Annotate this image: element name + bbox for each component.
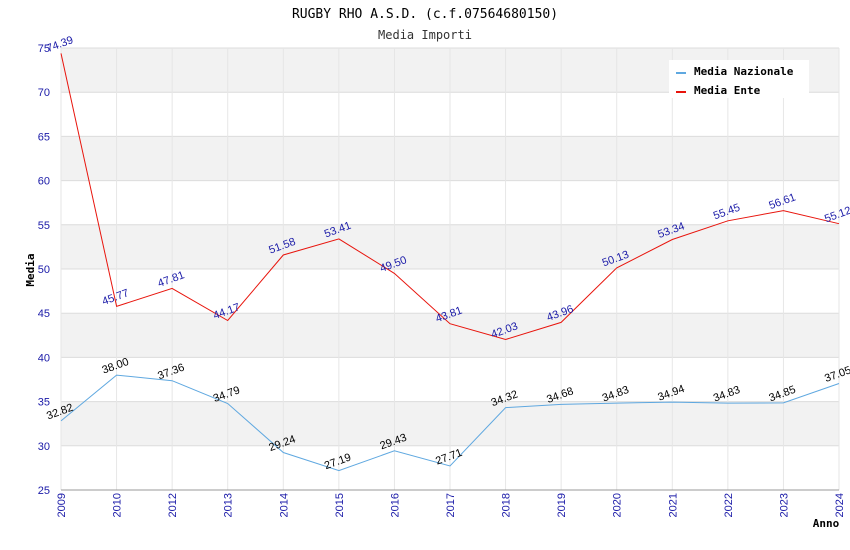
x-axis-label: Anno	[813, 517, 840, 530]
y-tick-label: 25	[38, 485, 50, 497]
chart-title: RUGBY RHO A.S.D. (c.f.07564680150)	[292, 7, 558, 22]
x-tick-label: 2010	[112, 493, 124, 517]
y-tick-label: 60	[38, 176, 50, 188]
legend: Media Nazionale Media Ente	[669, 60, 809, 98]
y-tick-label: 45	[38, 308, 50, 320]
series-line-media-ente	[60, 53, 840, 341]
y-tick-label: 55	[38, 220, 50, 232]
y-tick-label: 35	[38, 397, 50, 409]
series-lines	[60, 53, 840, 472]
x-tick-label: 2018	[501, 493, 513, 517]
x-tick-label: 2012	[167, 493, 179, 517]
x-tick-label: 2014	[278, 493, 290, 517]
x-tick-label: 2022	[723, 493, 735, 517]
x-tick-label: 2021	[667, 493, 679, 517]
legend-entry-media-ente: Media Ente	[694, 84, 761, 97]
y-tick-label: 30	[38, 441, 50, 453]
y-tick-label: 70	[38, 87, 50, 99]
x-tick-label: 2019	[556, 493, 568, 517]
x-tick-label: 2013	[223, 493, 235, 517]
y-axis-label: Media	[24, 253, 37, 286]
x-tick-label: 2023	[778, 493, 790, 517]
x-tick-label: 2017	[445, 493, 457, 517]
chart-subtitle: Media Importi	[378, 28, 472, 42]
y-tick-label: 75	[38, 43, 50, 55]
y-axis-ticks: 25 30 35 40 45 50 55 60 65 70 75	[38, 43, 50, 497]
x-tick-label: 2024	[834, 493, 846, 517]
x-axis-ticks: 2009 2010 2012 2013 2014 2015 2016 2017 2018 2019…	[56, 493, 846, 517]
y-tick-label: 65	[38, 131, 50, 143]
series-line-media-nazionale	[60, 374, 840, 472]
x-tick-label: 2009	[56, 493, 68, 517]
x-tick-label: 2015	[334, 493, 346, 517]
x-tick-label: 2020	[612, 493, 624, 517]
legend-box	[669, 60, 809, 98]
y-tick-label: 40	[38, 352, 50, 364]
y-tick-label: 50	[38, 264, 50, 276]
legend-entry-media-nazionale: Media Nazionale	[694, 65, 794, 78]
x-tick-label: 2016	[389, 493, 401, 517]
